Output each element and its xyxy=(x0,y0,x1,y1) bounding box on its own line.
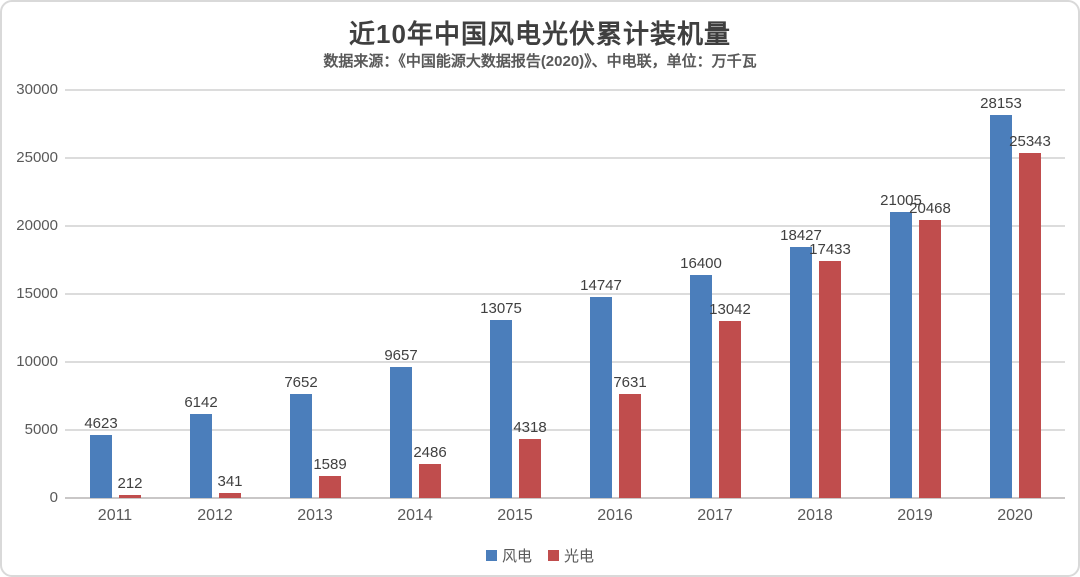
y-tick-label: 15000 xyxy=(16,285,58,302)
bar-value-label-solar-2013: 1589 xyxy=(313,456,347,474)
bar-value-label-wind-2011: 4623 xyxy=(84,415,118,433)
bar-solar-2016 xyxy=(619,394,641,498)
bar-wind-2012 xyxy=(190,414,212,498)
gridline xyxy=(65,293,1065,295)
bar-wind-2020 xyxy=(990,115,1012,498)
bar-value-label-wind-2017: 16400 xyxy=(680,254,722,272)
bar-solar-2020 xyxy=(1019,153,1041,498)
legend-label-wind: 风电 xyxy=(501,548,532,565)
gridline xyxy=(65,157,1065,159)
legend-item-wind: 风电 xyxy=(485,545,532,566)
y-tick-label: 5000 xyxy=(24,421,58,438)
bar-wind-2019 xyxy=(890,212,912,498)
x-axis-label-2011: 2011 xyxy=(97,507,133,524)
bar-solar-2019 xyxy=(919,219,941,498)
bar-value-label-solar-2012: 341 xyxy=(217,473,243,491)
bar-value-label-solar-2018: 17433 xyxy=(809,240,851,258)
x-axis-label-2013: 2013 xyxy=(297,507,333,524)
gridline xyxy=(65,225,1065,227)
bar-value-label-solar-2017: 13042 xyxy=(709,300,751,318)
legend: 风电 光电 xyxy=(2,545,1078,566)
bar-wind-2016 xyxy=(590,297,612,498)
bar-value-label-solar-2016: 7631 xyxy=(613,374,647,392)
bar-solar-2018 xyxy=(819,260,841,498)
plot-area: 4623 212 6142 341 7652 1589 9657 2486 13075 4318 1… xyxy=(65,89,1065,499)
x-axis-label-2015: 2015 xyxy=(497,507,533,524)
x-axis-line xyxy=(65,497,1065,499)
chart-subtitle: 数据来源：《中国能源大数据报告(2020)》、中电联，单位：万千瓦 xyxy=(323,53,757,70)
legend-label-solar: 光电 xyxy=(564,548,595,565)
bar-value-label-wind-2016: 14747 xyxy=(580,277,622,295)
bar-value-label-wind-2018: 18427 xyxy=(780,227,822,245)
bar-wind-2015 xyxy=(490,320,512,498)
bar-wind-2017 xyxy=(690,274,712,498)
bar-wind-2014 xyxy=(390,366,412,498)
gridline xyxy=(65,361,1065,363)
x-axis-label-2018: 2018 xyxy=(797,507,833,524)
y-tick-label: 10000 xyxy=(16,353,58,370)
x-axis-label-2016: 2016 xyxy=(597,507,633,524)
wind-swatch-icon xyxy=(485,550,497,561)
bar-value-label-solar-2015: 4318 xyxy=(513,419,547,437)
bar-solar-2014 xyxy=(419,464,441,498)
bar-value-label-wind-2020: 28153 xyxy=(980,95,1022,113)
solar-swatch-icon xyxy=(548,550,559,561)
bar-solar-2015 xyxy=(519,439,541,498)
y-tick-label: 0 xyxy=(49,489,58,506)
bar-value-label-wind-2015: 13075 xyxy=(480,300,522,318)
bar-value-label-wind-2014: 9657 xyxy=(384,346,418,364)
x-axis-label-2014: 2014 xyxy=(397,507,433,524)
y-tick-label: 30000 xyxy=(16,81,58,98)
gridline xyxy=(65,429,1065,431)
x-axis-label-2019: 2019 xyxy=(897,507,933,524)
bar-value-label-solar-2011: 212 xyxy=(117,475,143,493)
bar-value-label-solar-2014: 2486 xyxy=(413,444,447,462)
x-axis-label-2017: 2017 xyxy=(697,507,733,524)
bar-value-label-wind-2013: 7652 xyxy=(284,373,318,391)
bar-solar-2013 xyxy=(319,476,341,498)
bar-wind-2013 xyxy=(290,393,312,498)
bar-wind-2018 xyxy=(790,247,812,498)
bar-value-label-solar-2020: 25343 xyxy=(1009,133,1051,151)
bar-solar-2011 xyxy=(119,495,141,498)
legend-item-solar: 光电 xyxy=(548,545,594,566)
x-axis-label-2020: 2020 xyxy=(997,507,1033,524)
chart-title: 近10年中国风电光伏累计装机量 xyxy=(349,19,731,49)
bar-solar-2012 xyxy=(219,493,241,498)
bar-solar-2017 xyxy=(719,320,741,498)
gridline xyxy=(65,89,1065,91)
bar-value-label-solar-2019: 20468 xyxy=(909,199,951,217)
y-tick-label: 25000 xyxy=(16,149,58,166)
y-tick-label: 20000 xyxy=(16,217,58,234)
x-axis-label-2012: 2012 xyxy=(197,507,233,524)
bar-value-label-wind-2012: 6142 xyxy=(184,394,218,412)
bar-value-label-wind-2019: 21005 xyxy=(880,192,922,210)
bar-wind-2011 xyxy=(90,435,112,498)
